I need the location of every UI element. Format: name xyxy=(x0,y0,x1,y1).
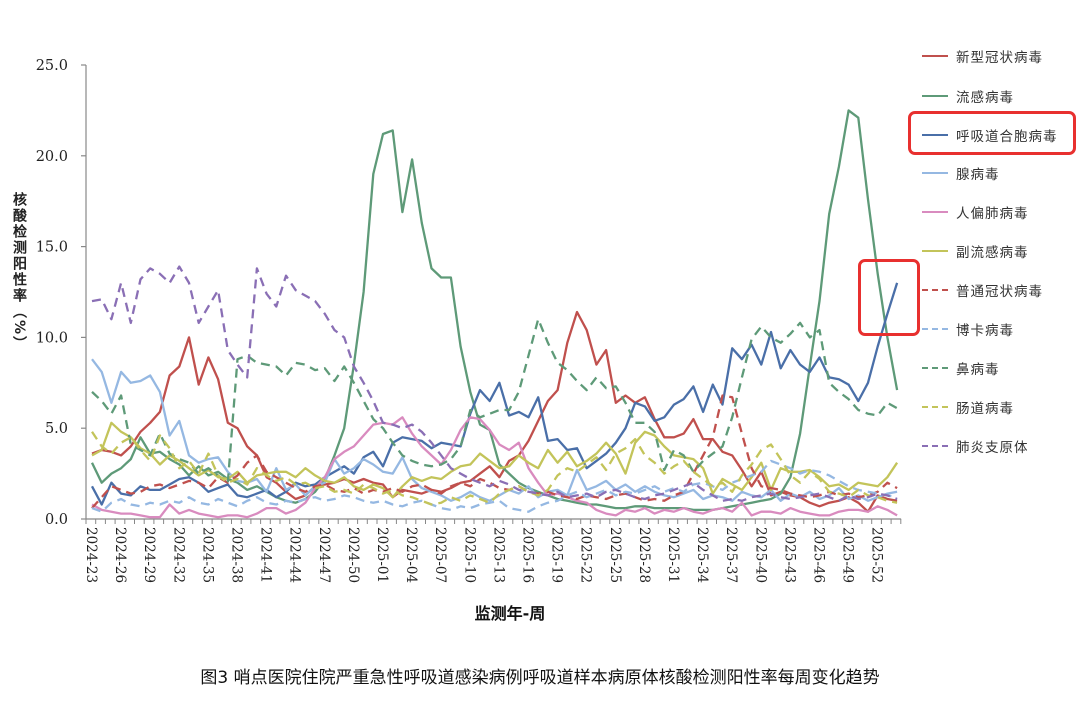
legend-label: 呼吸道合胞病毒 xyxy=(956,129,1058,145)
legend-item: 普通冠状病毒 xyxy=(922,280,1043,300)
x-tick-label: 2024-32 xyxy=(170,527,186,583)
y-tick-label: 10.0 xyxy=(36,330,68,346)
x-tick-label: 2024-41 xyxy=(258,527,274,583)
legend-swatch xyxy=(922,328,948,330)
legend-item: 腺病毒 xyxy=(922,163,1000,183)
x-tick-label: 2025-01 xyxy=(374,527,390,583)
x-tick-label: 2025-19 xyxy=(549,527,565,583)
legend-item: 呼吸道合胞病毒 xyxy=(922,125,1058,145)
series-line xyxy=(91,421,899,499)
x-tick-label: 2025-46 xyxy=(811,527,827,583)
legend-item: 新型冠状病毒 xyxy=(922,46,1043,66)
x-tick-label: 2024-38 xyxy=(229,527,245,583)
legend-swatch xyxy=(922,55,948,57)
x-tick-label: 2024-47 xyxy=(316,527,332,583)
series-line xyxy=(90,282,899,506)
legend-item: 博卡病毒 xyxy=(922,319,1014,339)
legend-swatch xyxy=(922,95,948,97)
legend-swatch xyxy=(922,134,948,136)
legend-item: 人偏肺病毒 xyxy=(922,202,1029,222)
legend-label: 博卡病毒 xyxy=(956,323,1014,339)
x-tick-label: 2024-29 xyxy=(141,527,157,583)
series-line xyxy=(91,431,898,506)
series-line xyxy=(91,394,898,509)
legend-item: 肠道病毒 xyxy=(922,397,1014,417)
legend-item: 流感病毒 xyxy=(922,86,1014,106)
x-tick-label: 2024-50 xyxy=(345,527,361,583)
x-tick-label: 2024-26 xyxy=(112,527,128,583)
x-tick-label: 2024-44 xyxy=(287,527,303,583)
y-tick-label: 0.0 xyxy=(45,512,68,528)
x-tick-label: 2025-16 xyxy=(520,527,536,583)
legend-item: 副流感病毒 xyxy=(922,241,1029,261)
legend-label: 普通冠状病毒 xyxy=(956,284,1043,300)
x-tick-label: 2025-34 xyxy=(694,527,710,583)
legend-item: 鼻病毒 xyxy=(922,358,1000,378)
legend-label: 人偏肺病毒 xyxy=(956,206,1029,222)
legend-swatch xyxy=(922,445,948,447)
legend-label: 新型冠状病毒 xyxy=(956,50,1043,66)
series-line xyxy=(91,416,898,519)
legend-swatch xyxy=(922,250,948,252)
series-lines xyxy=(90,109,899,519)
y-tick-label: 25.0 xyxy=(36,58,68,74)
x-tick-label: 2025-52 xyxy=(869,527,885,583)
series-line xyxy=(91,310,898,513)
legend-highlight-box xyxy=(908,111,1076,155)
x-tick-label: 2025-10 xyxy=(461,527,477,583)
x-tick-label: 2025-37 xyxy=(723,527,739,583)
legend-swatch xyxy=(922,172,948,174)
legend-label: 腺病毒 xyxy=(956,167,1000,183)
axes: 0.0 5.0 10.0 15.0 20.0 25.0 2024-23 2024-26 2024… xyxy=(36,58,902,583)
x-tick-label: 2025-13 xyxy=(490,527,506,583)
series-line xyxy=(91,318,898,484)
chart-highlight-box xyxy=(858,259,920,336)
y-tick-label: 5.0 xyxy=(45,421,68,437)
legend-label: 流感病毒 xyxy=(956,90,1014,106)
y-tick-label: 20.0 xyxy=(36,149,68,165)
legend-item: 肺炎支原体 xyxy=(922,436,1029,456)
x-tick-label: 2025-04 xyxy=(403,527,419,583)
x-tick-label: 2025-43 xyxy=(781,527,797,583)
legend-swatch xyxy=(922,289,948,291)
figure-caption: 图3 哨点医院住院严重急性呼吸道感染病例呼吸道样本病原体核酸检测阳性率每周变化趋… xyxy=(200,668,880,688)
legend-label: 副流感病毒 xyxy=(956,245,1029,261)
x-tick-label: 2025-49 xyxy=(840,527,856,583)
x-tick-label: 2025-07 xyxy=(432,527,448,583)
x-tick-label: 2024-23 xyxy=(83,527,99,583)
x-tick-label: 2025-25 xyxy=(607,527,623,583)
legend-label: 肺炎支原体 xyxy=(956,440,1029,456)
legend-label: 肠道病毒 xyxy=(956,401,1014,417)
legend-swatch xyxy=(922,406,948,408)
x-tick-label: 2025-22 xyxy=(578,527,594,583)
x-axis-title: 监测年-周 xyxy=(474,604,546,623)
legend-swatch xyxy=(922,367,948,369)
y-axis-title: 核酸检测阳性率（%） xyxy=(11,192,27,353)
series-line xyxy=(91,459,898,513)
series-line xyxy=(90,109,899,512)
y-tick-label: 15.0 xyxy=(36,240,68,256)
legend-label: 鼻病毒 xyxy=(956,362,1000,378)
legend-swatch xyxy=(922,211,948,213)
series-line xyxy=(91,265,898,502)
x-tick-label: 2024-35 xyxy=(199,527,215,583)
x-tick-label: 2025-31 xyxy=(665,527,681,583)
x-tick-label: 2025-28 xyxy=(636,527,652,583)
x-tick-label: 2025-40 xyxy=(752,527,768,583)
